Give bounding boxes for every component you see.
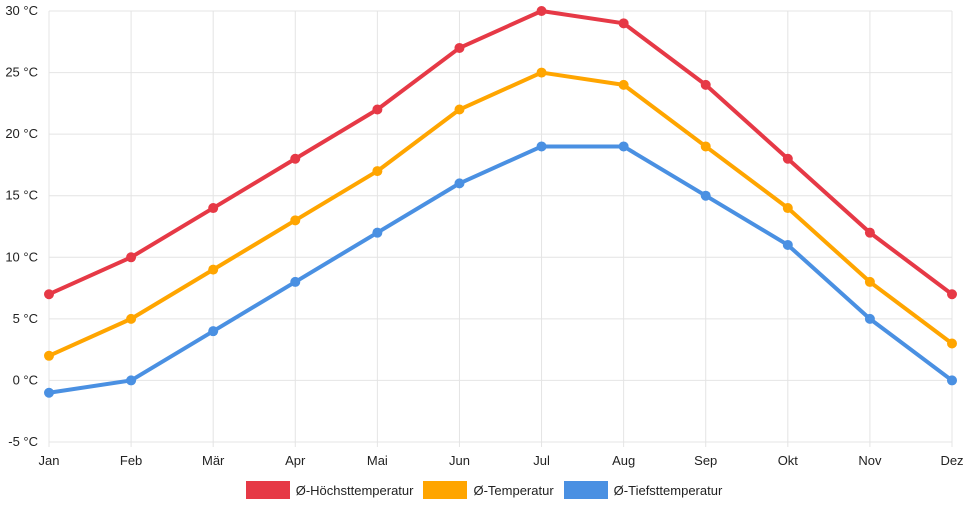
data-point: [290, 153, 301, 164]
x-tick-label: Feb: [120, 453, 142, 468]
y-tick-label: 15 °C: [5, 188, 38, 203]
data-point: [44, 350, 54, 361]
x-tick-label: Mär: [202, 453, 225, 468]
x-tick-label: Sep: [694, 453, 717, 468]
data-point: [208, 264, 219, 275]
x-tick-label: Apr: [285, 453, 306, 468]
data-point: [536, 141, 547, 152]
data-point: [864, 227, 875, 238]
legend-label: Ø-Tiefsttemperatur: [613, 482, 723, 498]
data-point: [208, 326, 219, 337]
legend-label: Ø-Höchsttemperatur: [295, 482, 414, 498]
legend-item[interactable]: Ø-Tiefsttemperatur: [563, 481, 723, 499]
data-point: [372, 166, 383, 177]
temperature-line-chart: -5 °C 0 °C 5 °C 10 °C 15 °C 20 °C 25 °C 30 °C Ja…: [5, 3, 963, 468]
data-point: [454, 178, 465, 189]
legend-swatch: [563, 481, 608, 499]
data-point: [290, 276, 301, 287]
legend-item[interactable]: Ø-Höchsttemperatur: [245, 481, 414, 499]
legend-label: Ø-Temperatur: [473, 482, 554, 498]
data-point: [126, 252, 137, 263]
y-tick-label: 25 °C: [5, 65, 38, 80]
data-point: [372, 104, 383, 115]
data-point: [618, 141, 629, 152]
legend-item[interactable]: Ø-Temperatur: [423, 481, 554, 499]
data-point: [864, 313, 875, 324]
series-line-0: [48, 9, 954, 297]
data-point: [618, 18, 629, 29]
data-point: [947, 375, 957, 386]
data-point: [454, 104, 465, 115]
y-tick-label: 0 °C: [13, 372, 38, 387]
chart-legend: Ø-Höchsttemperatur Ø-Temperatur Ø-Tiefstte…: [0, 481, 968, 499]
x-tick-label: Nov: [858, 453, 882, 468]
data-point: [700, 79, 711, 90]
data-point: [947, 338, 957, 349]
data-point: [864, 276, 875, 287]
series-line-2: [48, 144, 954, 395]
x-tick-label: Jul: [533, 453, 550, 468]
data-point: [782, 153, 793, 164]
data-point: [44, 387, 54, 398]
legend-swatch: [245, 481, 290, 499]
data-point: [536, 6, 547, 16]
data-point: [454, 42, 465, 53]
x-tick-label: Jun: [449, 453, 470, 468]
data-point: [536, 67, 547, 78]
legend-swatch: [423, 481, 468, 499]
data-point: [782, 203, 793, 214]
data-point: [208, 203, 219, 214]
x-tick-label: Mai: [367, 453, 388, 468]
data-point: [947, 289, 957, 300]
data-point: [782, 239, 793, 250]
y-tick-label: 10 °C: [5, 249, 38, 264]
x-tick-label: Jan: [39, 453, 60, 468]
y-tick-label: 5 °C: [13, 311, 38, 326]
y-tick-label: -5 °C: [8, 434, 38, 449]
y-tick-label: 20 °C: [5, 126, 38, 141]
x-tick-label: Okt: [778, 453, 799, 468]
data-point: [44, 289, 54, 300]
data-point: [126, 313, 137, 324]
data-point: [290, 215, 301, 226]
series-line-1: [48, 70, 954, 358]
y-tick-label: 30 °C: [5, 3, 38, 18]
data-point: [700, 141, 711, 152]
data-point: [700, 190, 711, 201]
data-point: [126, 375, 137, 386]
x-tick-label: Aug: [612, 453, 635, 468]
data-point: [618, 79, 629, 90]
x-tick-label: Dez: [940, 453, 963, 468]
data-point: [372, 227, 383, 238]
